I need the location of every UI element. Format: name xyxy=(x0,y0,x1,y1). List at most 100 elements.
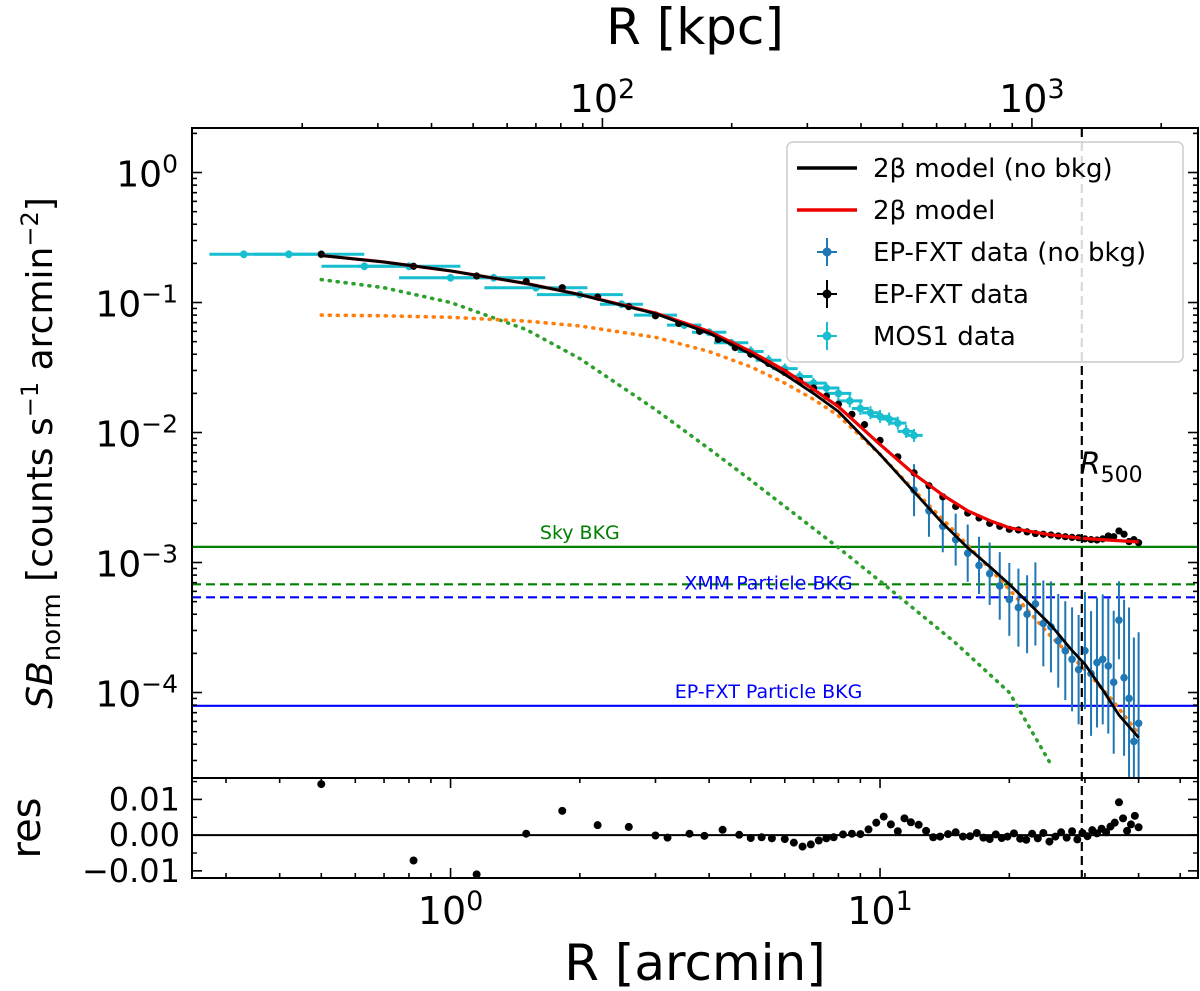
ep-fxt-data-no-bkg--point xyxy=(963,549,972,557)
ep-fxt-data-no-bkg--point xyxy=(1093,658,1101,667)
mos1-data-point xyxy=(910,431,918,440)
ep-fxt-data-no-bkg--point xyxy=(1068,655,1076,664)
legend-label: EP-FXT data xyxy=(873,280,1029,310)
y-tick-label: 10−4 xyxy=(95,670,178,716)
residual-point xyxy=(624,822,633,831)
mos1-data-point xyxy=(834,389,843,398)
residual-point xyxy=(1045,837,1054,846)
residual-point xyxy=(1039,829,1048,837)
residual-point xyxy=(746,834,755,842)
beta-component-outer-curve xyxy=(319,313,1141,736)
residual-point xyxy=(864,825,873,834)
residual-point xyxy=(906,818,915,827)
ep-fxt-data-no-bkg--point xyxy=(1054,636,1063,645)
main-ylabel-exp2: −2 xyxy=(16,211,44,246)
residual-point xyxy=(951,828,960,837)
residual-point xyxy=(317,780,326,789)
top-x-tick-label: 103 xyxy=(999,74,1065,121)
residual-point xyxy=(685,829,694,838)
main-ylabel-units-pre: [counts s xyxy=(20,417,61,593)
xmm-particle-bkg-label: XMM Particle BKG xyxy=(684,572,852,594)
residual-point xyxy=(1051,832,1060,841)
ep-fxt-data-no-bkg--point xyxy=(1005,595,1014,604)
ep-fxt-data-no-bkg--point xyxy=(1031,600,1040,608)
residual-point xyxy=(767,834,776,843)
residual-point xyxy=(558,806,567,815)
residual-point xyxy=(879,812,888,821)
residual-point xyxy=(944,830,953,839)
legend: 2β model (no bkg) 2β model EP-FXT data (no… xyxy=(786,141,1184,363)
residual-point xyxy=(757,833,766,842)
x-tick-label: 100 xyxy=(418,886,484,933)
legend-label: MOS1 data xyxy=(873,322,1016,352)
ep-fxt-data-point xyxy=(1104,532,1112,540)
ep-fxt-data-point xyxy=(1120,530,1128,538)
legend-label: EP-FXT data (no bkg) xyxy=(873,238,1146,268)
residual-point xyxy=(409,856,418,865)
ep-fxt-data-point xyxy=(1115,527,1123,535)
residual-point xyxy=(856,830,865,839)
residual-point xyxy=(1073,835,1082,844)
mos1-data-point xyxy=(822,384,831,392)
y-tick-label: 100 xyxy=(116,150,178,196)
sky-bkg-label: Sky BKG xyxy=(540,522,620,544)
residual-point xyxy=(472,870,481,878)
legend-label: 2β model xyxy=(873,196,995,226)
residual-point xyxy=(522,829,531,838)
residual-panel-frame xyxy=(191,777,1199,879)
residual-point xyxy=(979,833,988,842)
r500-marker: R500 xyxy=(1080,128,1143,878)
residual-point xyxy=(780,835,789,844)
residual-point xyxy=(1057,828,1066,837)
residual-point xyxy=(1110,818,1119,827)
y-tick-label: 10−2 xyxy=(95,410,178,456)
residual-point xyxy=(1062,833,1071,842)
mos1-data-point xyxy=(902,427,910,436)
y-tick-label: 10−1 xyxy=(95,280,178,326)
main-ylabel-sb: SB xyxy=(20,661,61,709)
residual-point xyxy=(936,832,945,841)
ep-fxt-data-no-bkg--point xyxy=(995,582,1004,590)
res-y-tick-label: −0.01 xyxy=(82,852,180,890)
legend-label: 2β model (no bkg) xyxy=(873,154,1113,184)
residual-point xyxy=(872,818,881,827)
residual-point xyxy=(839,830,848,839)
ep-fxt-data-point xyxy=(860,421,869,429)
residual-point xyxy=(1022,835,1031,844)
mos1-data-point xyxy=(856,404,865,413)
residual-point xyxy=(1003,832,1012,841)
ep-fxt-data-no-bkg--point xyxy=(985,569,994,578)
x-tick-label: 101 xyxy=(847,886,913,933)
residual-point xyxy=(718,825,727,834)
ep-fxt-data-no-bkg--point xyxy=(1115,616,1123,624)
axis-ticks: 100 101 102 103 100 10−1 10−2 10−3 10−4 0.010.00−… xyxy=(82,74,1198,933)
residual-point xyxy=(1123,826,1132,835)
ep-fxt-particle-bkg-label: EP-FXT Particle BKG xyxy=(675,681,863,703)
residual-point xyxy=(822,834,831,843)
res-y-tick-label: 0.00 xyxy=(109,816,180,854)
residual-point xyxy=(847,829,856,838)
residual-point xyxy=(806,840,815,849)
residual-point xyxy=(700,831,709,840)
main-ylabel-units-mid: arcmin xyxy=(20,247,61,382)
mos1-data-point xyxy=(845,397,854,405)
ep-fxt-data-no-bkg--point xyxy=(1081,646,1089,655)
ep-fxt-data-no-bkg--point xyxy=(1125,694,1133,703)
main-ylabel: SBnorm [counts s−1 arcmin−2] xyxy=(16,197,67,709)
ep-fxt-data-no-bkg--point xyxy=(1039,619,1048,628)
residual-point xyxy=(972,829,981,837)
residual-point xyxy=(1126,820,1135,829)
ep-fxt-data-no-bkg--point xyxy=(1023,610,1031,619)
residual-point xyxy=(1130,811,1139,820)
beta-component-inner-curve xyxy=(319,277,1053,767)
2-model-no-bkg--curve xyxy=(321,254,1140,739)
main-ylabel-sub: norm xyxy=(37,593,67,661)
ep-fxt-data-no-bkg--point xyxy=(1134,719,1143,728)
residual-point xyxy=(1033,834,1042,843)
residual-point xyxy=(593,821,602,830)
top-axis-label: R [kpc] xyxy=(606,0,784,56)
residual-point xyxy=(985,835,994,844)
y-tick-label: 10−3 xyxy=(95,540,178,586)
data-series xyxy=(209,250,1143,778)
mos1-data-point xyxy=(239,250,248,259)
